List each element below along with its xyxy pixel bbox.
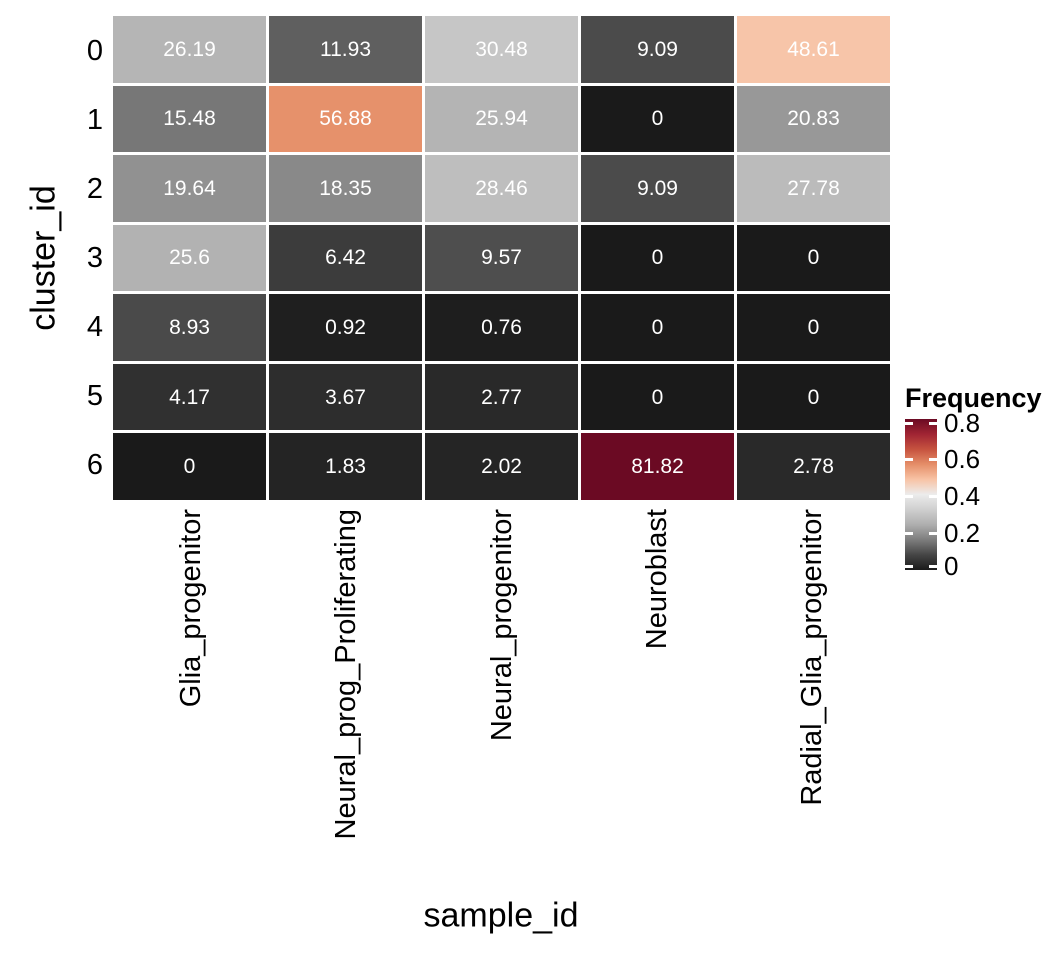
legend-tick-label: 0 xyxy=(944,551,959,581)
heatmap-cell: 26.19 xyxy=(113,16,266,83)
heatmap-cell: 19.64 xyxy=(113,155,266,222)
x-tick-label: Neural_progenitor xyxy=(485,509,518,742)
legend-title: Frequency xyxy=(905,383,1042,413)
legend-tick-label: 0.8 xyxy=(944,408,981,438)
heatmap-cell: 1.83 xyxy=(269,433,422,500)
legend-tick-label: 0.6 xyxy=(944,444,981,475)
legend-tick-mark xyxy=(905,531,913,535)
heatmap-cell: 0 xyxy=(581,363,734,431)
heatmap-cell: 2.77 xyxy=(425,363,578,431)
heatmap-cell: 25.94 xyxy=(425,85,578,153)
heatmap-cell: 18.35 xyxy=(269,155,422,222)
legend-tick-mark xyxy=(929,457,937,461)
heatmap-cell: 81.82 xyxy=(581,433,734,500)
heatmap-cell: 48.61 xyxy=(737,16,890,83)
x-tick-label: Neural_prog_Proliferating xyxy=(330,509,363,840)
heatmap-cell: 0.76 xyxy=(425,294,578,361)
heatmap-cell: 15.48 xyxy=(113,85,266,153)
x-axis-title: sample_id xyxy=(423,896,579,935)
heatmap-cell: 0 xyxy=(113,433,266,500)
heatmap-cell: 0 xyxy=(581,294,734,361)
y-tick-label: 5 xyxy=(86,380,103,413)
heatmap-cell: 9.57 xyxy=(425,224,578,292)
heatmap-cell: 30.48 xyxy=(425,16,578,83)
heatmap-cell: 25.6 xyxy=(113,224,266,292)
heatmap-cell: 3.67 xyxy=(269,363,422,431)
heatmap-cell: 2.78 xyxy=(737,433,890,500)
heatmap-cell: 27.78 xyxy=(737,155,890,222)
heatmap-cell: 0 xyxy=(737,294,890,361)
legend-tick-label: 0.4 xyxy=(944,481,981,512)
heatmap-cell: 11.93 xyxy=(269,16,422,83)
heatmap-cell: 8.93 xyxy=(113,294,266,361)
legend-tick-mark xyxy=(929,421,937,425)
legend-colorbar xyxy=(905,419,937,570)
legend-tick-mark xyxy=(929,531,937,535)
legend-tick-mark xyxy=(905,457,913,461)
legend-tick-mark xyxy=(929,564,937,568)
legend-tick-mark xyxy=(905,421,913,425)
legend-tick-mark xyxy=(905,494,913,498)
x-tick-label: Neuroblast xyxy=(640,509,673,650)
heatmap-cell: 0 xyxy=(737,224,890,292)
heatmap-cell: 0.92 xyxy=(269,294,422,361)
x-tick-label: Radial_Glia_progenitor xyxy=(796,509,829,806)
y-tick-label: 3 xyxy=(86,242,103,274)
heatmap-cell: 9.09 xyxy=(581,155,734,222)
heatmap-cell: 9.09 xyxy=(581,16,734,83)
y-tick-label: 1 xyxy=(86,103,103,136)
y-tick-label: 2 xyxy=(86,172,103,205)
heatmap-cell: 6.42 xyxy=(269,224,422,292)
heatmap-cell: 20.83 xyxy=(737,85,890,153)
heatmap-cell: 2.02 xyxy=(425,433,578,500)
y-tick-label: 6 xyxy=(86,449,103,482)
heatmap-cell: 0 xyxy=(737,363,890,431)
heatmap-cell: 0 xyxy=(581,224,734,292)
heatmap-cell: 56.88 xyxy=(269,85,422,153)
heatmap-grid: 26.19 11.93 30.48 9.09 48.61 15.48 56.88 25.94 0… xyxy=(113,16,890,500)
legend-tick-mark xyxy=(905,564,913,568)
y-tick-label: 0 xyxy=(86,34,103,67)
heatmap-cell: 28.46 xyxy=(425,155,578,222)
x-tick-label: Glia_progenitor xyxy=(174,509,207,708)
heatmap-cell: 0 xyxy=(581,85,734,153)
legend-tick-mark xyxy=(929,494,937,498)
heatmap-cell: 4.17 xyxy=(113,363,266,431)
legend-tick-label: 0.2 xyxy=(944,518,981,549)
y-tick-label: 4 xyxy=(86,311,103,344)
